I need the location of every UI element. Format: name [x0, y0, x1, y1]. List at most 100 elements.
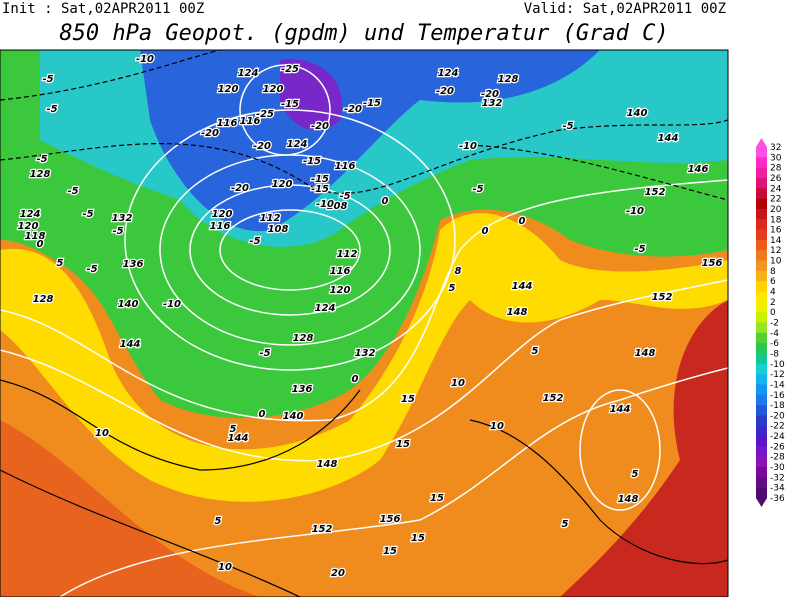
- colorbar-band: [756, 394, 767, 406]
- colorbar-label: -34: [770, 484, 785, 494]
- contour-label: 108: [268, 224, 289, 235]
- colorbar-band: [756, 332, 767, 344]
- temp-region: [140, 50, 600, 232]
- colorbar-label: -36: [770, 494, 785, 504]
- contour-label: 10: [95, 428, 109, 439]
- contour-label: 120: [18, 221, 39, 232]
- contour-label: -10: [316, 199, 334, 210]
- contour-label: 5: [632, 469, 639, 480]
- contour-label: 132: [355, 348, 376, 359]
- colorbar-band: [756, 384, 767, 396]
- colorbar-band: [756, 157, 767, 169]
- colorbar-label: 28: [770, 164, 782, 174]
- contour-label: -5: [46, 104, 57, 115]
- contour-label: 124: [20, 209, 41, 220]
- contour-label: 132: [482, 98, 503, 109]
- contour-label: 10: [451, 378, 465, 389]
- contour-label: -5: [82, 209, 93, 220]
- contour-label: 15: [430, 493, 444, 504]
- contour-label: 5: [562, 519, 569, 530]
- contour-label: -25: [256, 109, 274, 120]
- colorbar-band: [756, 198, 767, 210]
- colorbar-label: 20: [770, 205, 782, 215]
- contour-label: 120: [330, 285, 351, 296]
- contour-label: 120: [272, 179, 293, 190]
- colorbar-label: -12: [770, 370, 785, 380]
- contour-label: 144: [228, 433, 249, 444]
- colorbar-band: [756, 208, 767, 220]
- contour-label: 116: [240, 116, 261, 127]
- contour-label: 112: [337, 249, 358, 260]
- contour-label: 128: [30, 169, 51, 180]
- contour-label: 20: [331, 568, 345, 579]
- colorbar-label: 26: [770, 174, 782, 184]
- temperature-contours: [0, 379, 728, 597]
- colorbar-label: -32: [770, 473, 785, 483]
- contour-label: 136: [292, 384, 313, 395]
- colorbar-band: [756, 301, 767, 313]
- colorbar-label: -6: [770, 339, 779, 349]
- colorbar-label: -18: [770, 401, 785, 411]
- colorbar-label: 10: [770, 257, 782, 267]
- contour-label: -15: [311, 184, 329, 195]
- colorbar-label: -2: [770, 319, 779, 329]
- contour-label: 15: [411, 533, 425, 544]
- contour-label: 152: [543, 393, 564, 404]
- contour-label: -5: [562, 121, 573, 132]
- contour-label: -10: [626, 206, 644, 217]
- contour-label: 120: [218, 84, 239, 95]
- contour-label: 5: [57, 258, 64, 269]
- colorbar-label: -26: [770, 442, 785, 452]
- colorbar-band: [756, 425, 767, 437]
- colorbar-band: [756, 281, 767, 293]
- contour-label: -5: [259, 348, 270, 359]
- contour-label: 5: [215, 516, 222, 527]
- contour-label: 0: [519, 216, 526, 227]
- temp-region: [0, 213, 728, 502]
- contour-label: 15: [383, 546, 397, 557]
- colorbar-band: [756, 374, 767, 385]
- colorbar-label: 16: [770, 226, 782, 236]
- colorbar-band: [756, 239, 767, 251]
- contour-label: -20: [311, 121, 329, 132]
- contour-label: 140: [118, 299, 139, 310]
- contour-label: -25: [281, 64, 299, 75]
- colorbar-label: -4: [770, 329, 779, 339]
- colorbar-label: -16: [770, 391, 785, 401]
- contour-label: 152: [652, 292, 673, 303]
- colorbar-label: 24: [770, 184, 782, 194]
- map-title: 850 hPa Geopot. (gpdm) und Temperatur (G…: [59, 21, 668, 46]
- contour-label: -20: [344, 104, 362, 115]
- colorbar-band: [756, 188, 767, 200]
- contour-label: 144: [120, 339, 141, 350]
- contour-label: 124: [438, 68, 459, 79]
- colorbar-label: -30: [770, 463, 785, 473]
- colorbar-label: 2: [770, 298, 776, 308]
- contour-label: 128: [498, 74, 519, 85]
- colorbar-label: -8: [770, 349, 779, 359]
- geopotential-contours: [0, 64, 728, 597]
- contour-label: 0: [482, 226, 489, 237]
- contour-label: 144: [658, 133, 679, 144]
- contour-label: -10: [459, 141, 477, 152]
- colorbar-band: [756, 456, 767, 468]
- contour-label: 124: [238, 68, 259, 79]
- contour-label: 108: [327, 201, 348, 212]
- colorbar-band: [756, 260, 767, 272]
- contour-label: 124: [315, 303, 336, 314]
- contour-label: -20: [436, 86, 454, 97]
- contour-label: 15: [401, 394, 415, 405]
- colorbar-label: -10: [770, 360, 785, 370]
- colorbar-cap: [756, 138, 767, 147]
- colorbar-band: [756, 343, 767, 354]
- contour-label: 116: [330, 266, 351, 277]
- contour-label: 116: [217, 118, 238, 129]
- contour-label: 0: [37, 239, 44, 250]
- colorbar-cap: [756, 498, 767, 507]
- colorbar-label: -28: [770, 453, 785, 463]
- contour-label: 148: [635, 348, 656, 359]
- contour-label: 128: [33, 294, 54, 305]
- temp-region: [560, 300, 728, 597]
- contour-label: 124: [287, 139, 308, 150]
